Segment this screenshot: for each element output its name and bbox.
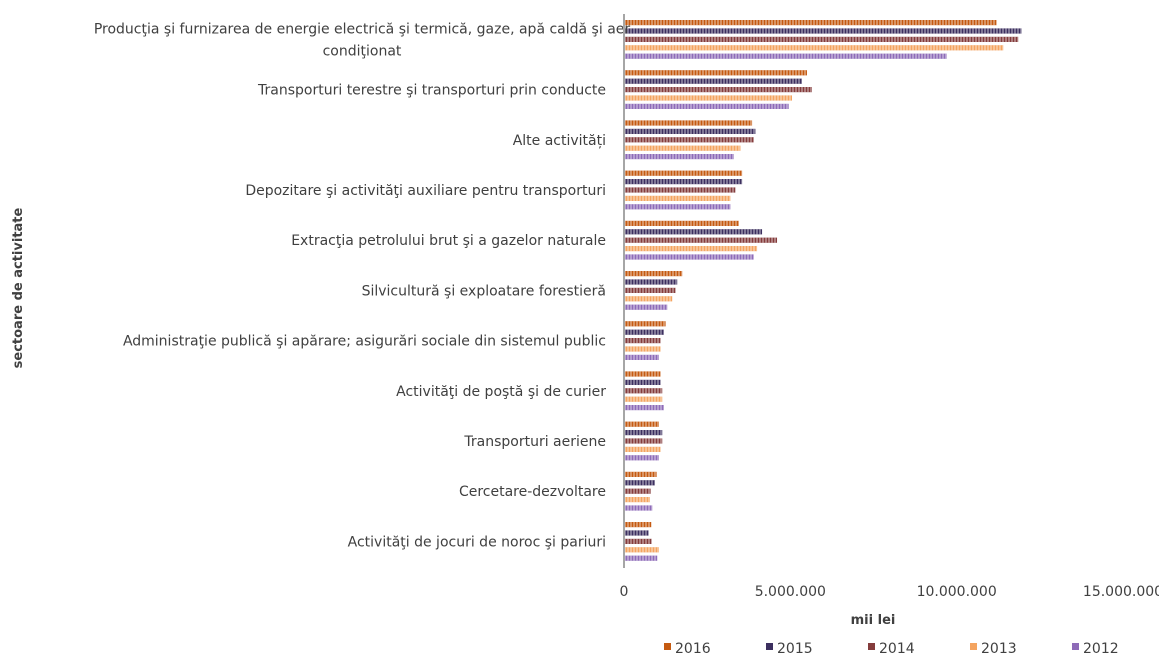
category-label-6: Silvicultură şi exploatare forestieră [362, 283, 606, 299]
bar-hatch-2015-cat-9 [624, 430, 663, 436]
bar-hatch-2012-cat-11 [624, 555, 658, 561]
legend-label-2014: 2014 [879, 641, 915, 657]
category-label-8: Activităţi de poştă şi de curier [396, 384, 606, 400]
bar-hatch-2014-cat-10 [624, 488, 651, 494]
bar-hatch-2012-cat-9 [624, 455, 659, 461]
category-label-2: Transporturi terestre şi transporturi pr… [257, 83, 606, 99]
bar-hatch-2014-cat-2 [624, 87, 812, 93]
bar-hatch-2015-cat-5 [624, 229, 763, 235]
bar-hatch-2016-cat-8 [624, 371, 661, 377]
bar-hatch-2013-cat-1 [624, 45, 1004, 51]
bar-hatch-2016-cat-7 [624, 321, 666, 327]
x-tick-label-1: 0 [620, 584, 629, 600]
bar-hatch-2014-cat-11 [624, 538, 652, 544]
bar-hatch-2016-cat-9 [624, 421, 659, 427]
bar-hatch-2014-cat-6 [624, 287, 676, 293]
bar-hatch-2013-cat-10 [624, 497, 650, 503]
bar-hatch-2015-cat-7 [624, 329, 664, 335]
bar-hatch-2015-cat-1 [624, 28, 1022, 34]
category-label-9: Transporturi aeriene [463, 434, 606, 450]
legend-swatch-2013 [970, 643, 977, 650]
bar-hatch-2015-cat-8 [624, 379, 661, 385]
legend-swatch-2016 [664, 643, 671, 650]
legend-swatch-2014 [868, 643, 875, 650]
bar-hatch-2013-cat-9 [624, 446, 661, 452]
bar-hatch-2013-cat-7 [624, 346, 661, 352]
bar-hatch-2012-cat-4 [624, 204, 731, 210]
bar-hatch-2015-cat-2 [624, 78, 802, 84]
bar-hatch-2016-cat-11 [624, 522, 652, 528]
bar-hatch-2014-cat-8 [624, 388, 663, 394]
y-axis-title: sectoare de activitate [11, 207, 26, 368]
category-label-1: Producţia şi furnizarea de energie elect… [94, 21, 631, 59]
bar-hatch-2012-cat-10 [624, 505, 653, 511]
bar-hatch-2014-cat-4 [624, 187, 736, 193]
category-label-7: Administraţie publică şi apărare; asigur… [123, 334, 606, 350]
bar-hatch-2012-cat-7 [624, 354, 659, 360]
bar-hatch-2015-cat-10 [624, 480, 655, 486]
bar-hatch-2014-cat-1 [624, 36, 1019, 42]
bar-hatch-2012-cat-6 [624, 304, 668, 310]
bar-hatch-2016-cat-5 [624, 220, 739, 226]
bar-hatch-2016-cat-10 [624, 471, 657, 477]
bar-hatch-2015-cat-3 [624, 128, 756, 134]
bar-hatch-2015-cat-4 [624, 179, 743, 185]
bar-hatch-2012-cat-3 [624, 154, 734, 160]
x-tick-label-3: 10.000.000 [917, 584, 997, 600]
category-label-10: Cercetare-dezvoltare [459, 484, 606, 500]
bar-hatch-2013-cat-6 [624, 296, 673, 302]
bar-hatch-2015-cat-6 [624, 279, 678, 285]
legend-label-2013: 2013 [981, 641, 1017, 657]
bar-hatch-2013-cat-11 [624, 547, 659, 553]
bar-hatch-2016-cat-6 [624, 271, 683, 277]
category-label-5: Extracţia petrolului brut şi a gazelor n… [291, 233, 606, 249]
legend-swatch-2012 [1072, 643, 1079, 650]
bar-hatch-2013-cat-8 [624, 396, 663, 402]
legend-label-2016: 2016 [675, 641, 711, 657]
bar-hatch-2014-cat-9 [624, 438, 663, 444]
legend-swatch-2015 [766, 643, 773, 650]
x-tick-label-2: 5.000.000 [755, 584, 826, 600]
bar-hatch-2013-cat-5 [624, 246, 758, 252]
legend-label-2012: 2012 [1083, 641, 1119, 657]
category-label-4: Depozitare şi activităţi auxiliare pentr… [245, 183, 606, 199]
x-axis-title: mii lei [851, 613, 896, 628]
bar-hatch-2016-cat-1 [624, 20, 997, 26]
bar-hatch-2013-cat-3 [624, 145, 741, 151]
category-label-3: Alte activități [513, 133, 606, 149]
bar-hatch-2013-cat-4 [624, 195, 731, 201]
bar-hatch-2012-cat-1 [624, 53, 947, 59]
bar-hatch-2012-cat-8 [624, 405, 664, 411]
bar-hatch-2012-cat-2 [624, 103, 789, 109]
bar-hatch-2015-cat-11 [624, 530, 649, 536]
x-tick-label-4: 15.000.000 [1083, 584, 1159, 600]
bar-hatch-2014-cat-5 [624, 237, 778, 243]
bar-hatch-2016-cat-2 [624, 70, 807, 76]
category-label-11: Activităţi de jocuri de noroc şi pariuri [348, 534, 606, 550]
bar-hatch-2016-cat-3 [624, 120, 753, 126]
bar-hatch-2012-cat-5 [624, 254, 754, 260]
legend-label-2015: 2015 [777, 641, 813, 657]
bar-hatch-2013-cat-2 [624, 95, 792, 101]
bar-hatch-2016-cat-4 [624, 170, 743, 176]
bar-hatch-2014-cat-3 [624, 137, 754, 143]
bar-hatch-2014-cat-7 [624, 338, 661, 344]
